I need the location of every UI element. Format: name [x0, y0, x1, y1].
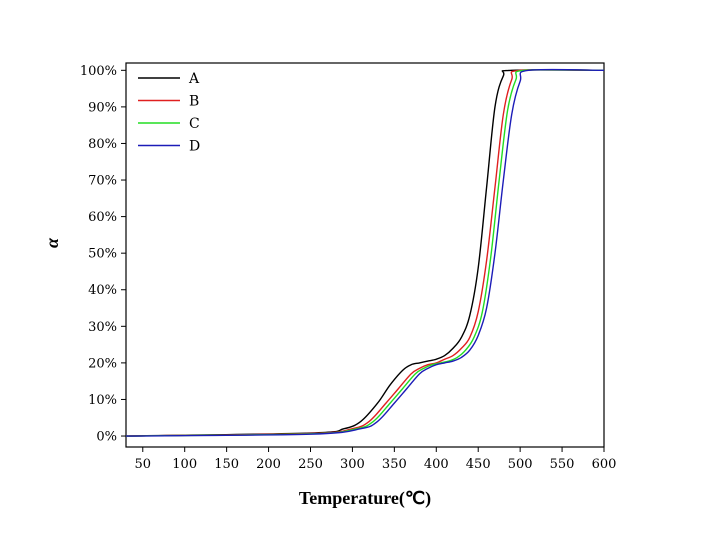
x-tick-label: 450	[466, 457, 491, 472]
y-tick-label: 100%	[80, 64, 117, 79]
x-tick-label: 400	[424, 457, 449, 472]
y-tick-label: 20%	[88, 356, 117, 371]
series-line-c	[125, 68, 605, 437]
x-axis: 50 100 150 200 250 300 350 400 450 500 550 600	[134, 447, 616, 472]
x-tick-label: 600	[592, 457, 617, 472]
x-tick-label: 200	[256, 457, 281, 472]
y-tick-label: 40%	[88, 283, 117, 298]
x-tick-label: 350	[382, 457, 407, 472]
x-tick-label: 150	[214, 457, 239, 472]
y-axis-title: α	[42, 237, 62, 248]
series-line-a	[125, 69, 605, 437]
legend-label-d: D	[189, 139, 200, 155]
x-axis-title: Temperature(℃)	[299, 488, 431, 509]
y-tick-label: 80%	[88, 137, 117, 152]
y-tick-label: 50%	[88, 247, 117, 262]
x-tick-label: 300	[340, 457, 365, 472]
y-tick-label: 10%	[88, 393, 117, 408]
series-line-d	[125, 68, 605, 437]
x-tick-label: 250	[298, 457, 323, 472]
y-tick-label: 90%	[88, 100, 117, 115]
x-tick-label: 100	[172, 457, 197, 472]
x-tick-label: 50	[134, 457, 151, 472]
y-tick-label: 70%	[88, 174, 117, 189]
legend-label-a: A	[188, 71, 200, 87]
y-axis: 0% 10% 20% 30% 40% 50% 60% 70% 80% 90% 100%	[80, 64, 126, 445]
series-layer	[125, 68, 605, 437]
x-tick-label: 550	[550, 457, 575, 472]
series-line-b	[125, 68, 605, 437]
y-tick-label: 60%	[88, 210, 117, 225]
legend-label-c: C	[189, 116, 200, 132]
y-tick-label: 0%	[96, 430, 117, 445]
plot-frame	[125, 62, 605, 448]
x-tick-label: 500	[508, 457, 533, 472]
legend-label-b: B	[189, 94, 199, 110]
y-tick-label: 30%	[88, 320, 117, 335]
